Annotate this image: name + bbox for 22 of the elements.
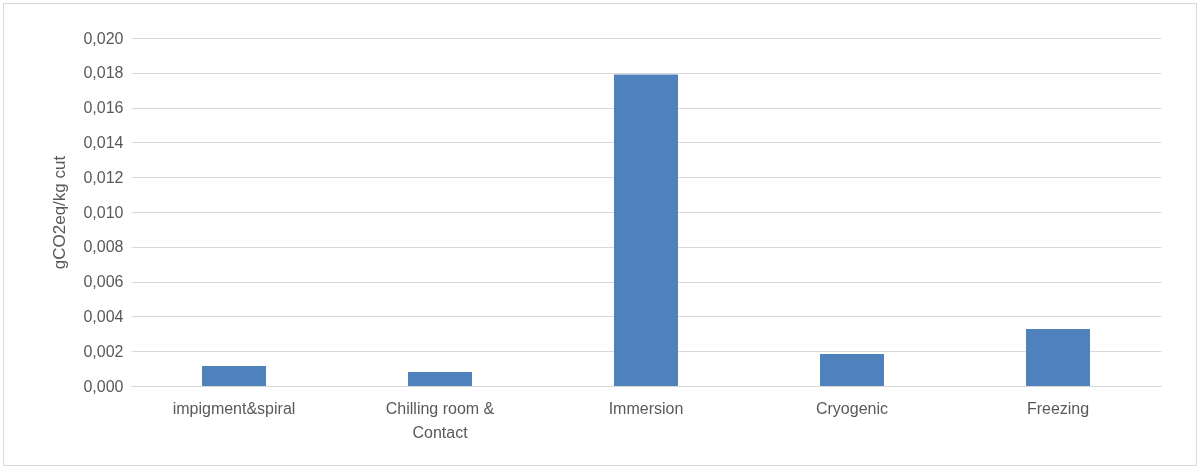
y-tick-label: 0,010 bbox=[83, 203, 124, 221]
y-axis-title: gCO2eq/kg cut bbox=[50, 155, 70, 270]
x-tick-label: Cryogenic bbox=[815, 399, 889, 417]
bar bbox=[614, 74, 678, 386]
bar bbox=[408, 372, 472, 386]
y-tick-label: 0,004 bbox=[83, 307, 124, 325]
x-tick-label: impigment&spiral bbox=[172, 399, 296, 417]
y-tick-label: 0,014 bbox=[83, 133, 124, 151]
x-tick-label: Chilling room & Contact bbox=[385, 399, 495, 441]
y-tick-label: 0,008 bbox=[83, 238, 124, 256]
y-tick-label: 0,000 bbox=[83, 377, 124, 395]
bar bbox=[202, 365, 266, 386]
x-tick-label: Freezing bbox=[1026, 399, 1090, 417]
x-tick-label: Immersion bbox=[608, 399, 684, 417]
y-tick-label: 0,016 bbox=[83, 99, 124, 117]
y-tick-label: 0,018 bbox=[83, 64, 124, 82]
bar bbox=[820, 353, 884, 386]
y-tick-label: 0,002 bbox=[83, 342, 124, 360]
y-tick-label: 0,020 bbox=[83, 29, 124, 47]
y-tick-label: 0,006 bbox=[83, 273, 124, 291]
y-tick-label: 0,012 bbox=[83, 168, 124, 186]
bar bbox=[1026, 328, 1090, 386]
